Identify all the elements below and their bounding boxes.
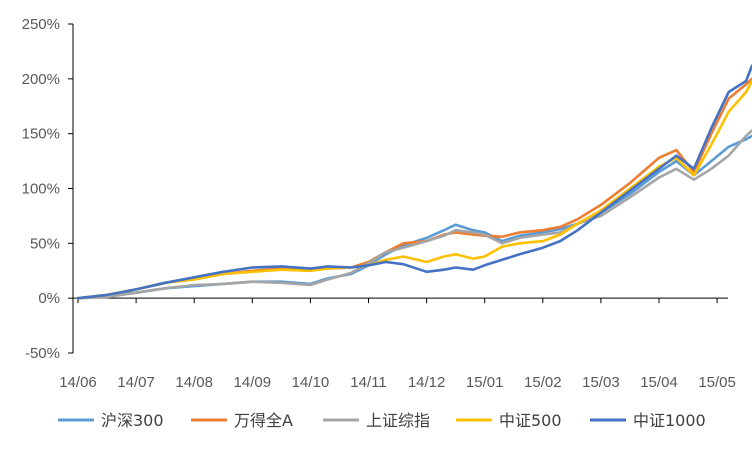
series-line-4: [76, 79, 752, 300]
legend: 沪深300 万得全A 上证综指 中证500 中证1000: [58, 411, 706, 430]
legend-label: 沪深300: [101, 411, 164, 430]
x-tick-label: 14/11: [350, 374, 386, 391]
x-tick-label: 15/05: [698, 374, 736, 391]
y-axis-ticks: -50% 0% 50% 100% 150% 200% 250%: [22, 16, 73, 362]
series-line-5: [76, 64, 752, 300]
legend-label: 中证1000: [633, 411, 706, 430]
legend-label: 中证500: [499, 411, 562, 430]
x-tick-label: 15/02: [524, 374, 562, 391]
legend-label: 万得全A: [234, 411, 293, 430]
x-axis-ticks: 14/06 14/07 14/08 14/09 14/10 14/11 14/12 15/01…: [59, 298, 736, 391]
series-line-3: [76, 129, 752, 300]
y-tick-label: 50%: [30, 235, 60, 252]
x-tick-label: 15/04: [640, 374, 678, 391]
x-tick-label: 14/10: [292, 374, 330, 391]
x-tick-label: 15/03: [582, 374, 620, 391]
x-tick-label: 14/08: [175, 374, 213, 391]
y-tick-label: 200%: [22, 71, 60, 88]
series-line-2: [76, 77, 752, 300]
x-tick-label: 14/07: [117, 374, 155, 391]
series-line-1: [76, 134, 752, 300]
y-tick-label: -50%: [25, 345, 60, 362]
x-tick-label: 14/09: [234, 374, 272, 391]
series-lines: [76, 64, 752, 300]
x-tick-label: 15/01: [466, 374, 504, 391]
y-tick-label: 250%: [22, 16, 60, 33]
legend-label: 上证综指: [366, 411, 430, 430]
y-tick-label: 150%: [22, 126, 60, 143]
y-tick-label: 100%: [22, 181, 60, 198]
y-tick-label: 0%: [38, 290, 60, 307]
x-tick-label: 14/12: [408, 374, 446, 391]
x-tick-label: 14/06: [59, 374, 97, 391]
